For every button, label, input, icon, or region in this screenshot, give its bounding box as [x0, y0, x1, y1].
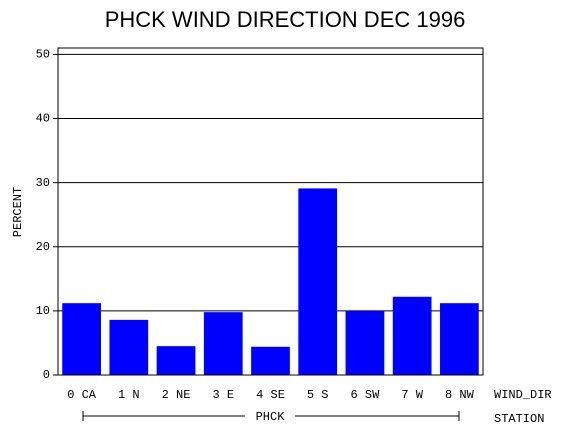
y-tick-label: 50: [36, 48, 50, 62]
y-tick-label: 0: [43, 368, 50, 382]
x-tick-label: 5 S: [307, 388, 329, 402]
y-tick-label: 10: [36, 304, 50, 318]
plot-frame: [57, 47, 484, 376]
bar: [440, 303, 479, 375]
bar: [298, 188, 338, 375]
group-label-bg: [245, 409, 295, 423]
x-tick-label: 8 NW: [445, 388, 475, 402]
x-tick-label: 0 CA: [67, 388, 97, 402]
x-tick-label: 3 E: [212, 388, 234, 402]
y-tick-label: 40: [36, 112, 50, 126]
group-axis-label: STATION: [494, 412, 544, 426]
bar: [156, 346, 196, 375]
y-tick-label: 30: [36, 176, 50, 190]
x-tick-label: 7 W: [401, 388, 423, 402]
group-label: PHCK: [256, 410, 286, 424]
y-tick-label: 20: [36, 240, 50, 254]
y-axis-label: PERCENT: [11, 187, 25, 237]
x-axis-label: WIND_DIR: [494, 388, 552, 402]
x-tick-label: 4 SE: [256, 388, 285, 402]
x-tick-label: 2 NE: [162, 388, 191, 402]
chart-title: PHCK WIND DIRECTION DEC 1996: [105, 7, 466, 32]
bar: [251, 346, 290, 375]
x-tick-label: 6 SW: [351, 388, 381, 402]
bar: [345, 310, 385, 375]
x-tick-label: 1 N: [118, 388, 140, 402]
bar: [62, 303, 101, 375]
bar: [203, 312, 243, 375]
bar: [109, 319, 149, 375]
bar: [392, 296, 432, 375]
